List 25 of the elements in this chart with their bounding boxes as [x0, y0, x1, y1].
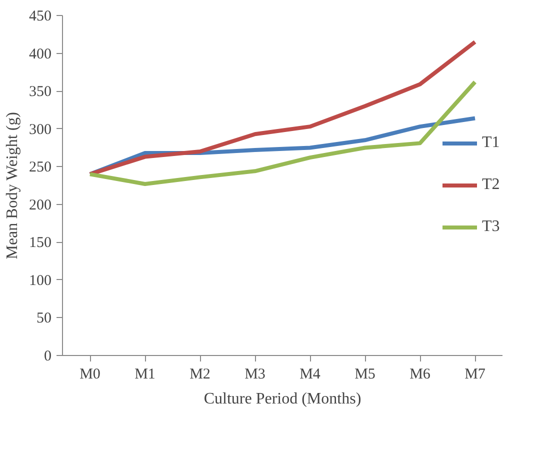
y-tick-label: 100 [29, 272, 52, 289]
y-tick-label: 300 [29, 122, 52, 138]
line-series [88, 80, 477, 186]
x-axis-title: Culture Period (Months) [204, 390, 362, 408]
x-tick-label: M0 [80, 366, 100, 382]
legend-label: T1 [482, 134, 501, 152]
x-tick-label: M6 [410, 366, 431, 382]
y-tick-label: 450 [29, 8, 52, 24]
y-axis-title: Mean Body Weight (g) [4, 112, 21, 260]
y-tick-label: 0 [44, 348, 52, 364]
x-tick-label: M2 [190, 366, 210, 382]
y-tick-label: 250 [29, 160, 52, 176]
x-tick-label: M5 [354, 366, 376, 382]
y-tick-label: 200 [29, 197, 52, 214]
legend-label: T2 [482, 176, 501, 194]
x-tick-label: M1 [134, 366, 156, 382]
x-tick-label: M4 [300, 366, 321, 382]
x-tick-label: M7 [464, 366, 486, 382]
legend-label: T3 [482, 218, 501, 236]
y-tick-label: 400 [29, 46, 52, 62]
x-tick-label: M3 [244, 366, 266, 382]
y-tick-label: 350 [29, 84, 52, 100]
y-tick-label: 50 [36, 310, 52, 327]
y-tick-label: 150 [29, 235, 52, 252]
line-series [88, 40, 477, 176]
